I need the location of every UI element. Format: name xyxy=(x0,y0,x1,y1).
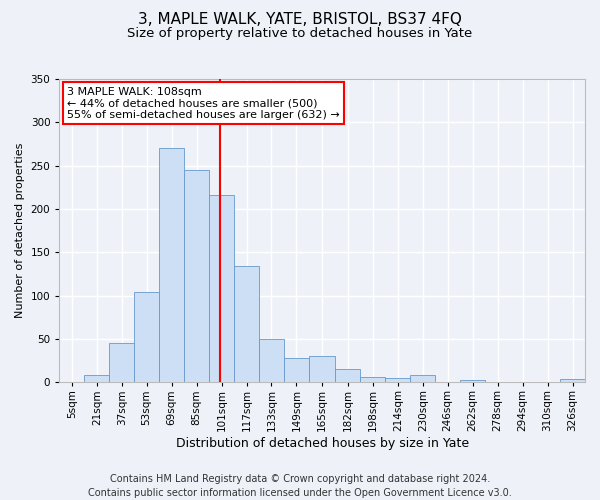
Bar xyxy=(159,148,184,382)
Bar xyxy=(284,358,309,382)
Bar xyxy=(84,374,109,382)
Text: 3 MAPLE WALK: 108sqm
← 44% of detached houses are smaller (500)
55% of semi-deta: 3 MAPLE WALK: 108sqm ← 44% of detached h… xyxy=(67,86,340,120)
Bar xyxy=(335,370,361,382)
Bar xyxy=(309,356,335,382)
Bar xyxy=(109,344,134,382)
Bar xyxy=(134,292,159,382)
Bar xyxy=(259,339,284,382)
Text: Contains HM Land Registry data © Crown copyright and database right 2024.
Contai: Contains HM Land Registry data © Crown c… xyxy=(88,474,512,498)
Bar xyxy=(560,379,585,382)
Bar xyxy=(234,266,259,382)
Bar xyxy=(361,377,385,382)
Bar xyxy=(385,378,410,382)
Text: 3, MAPLE WALK, YATE, BRISTOL, BS37 4FQ: 3, MAPLE WALK, YATE, BRISTOL, BS37 4FQ xyxy=(138,12,462,28)
Bar xyxy=(460,380,485,382)
Bar xyxy=(410,376,435,382)
Bar xyxy=(209,195,234,382)
Bar xyxy=(184,170,209,382)
Y-axis label: Number of detached properties: Number of detached properties xyxy=(15,143,25,318)
X-axis label: Distribution of detached houses by size in Yate: Distribution of detached houses by size … xyxy=(176,437,469,450)
Text: Size of property relative to detached houses in Yate: Size of property relative to detached ho… xyxy=(127,28,473,40)
